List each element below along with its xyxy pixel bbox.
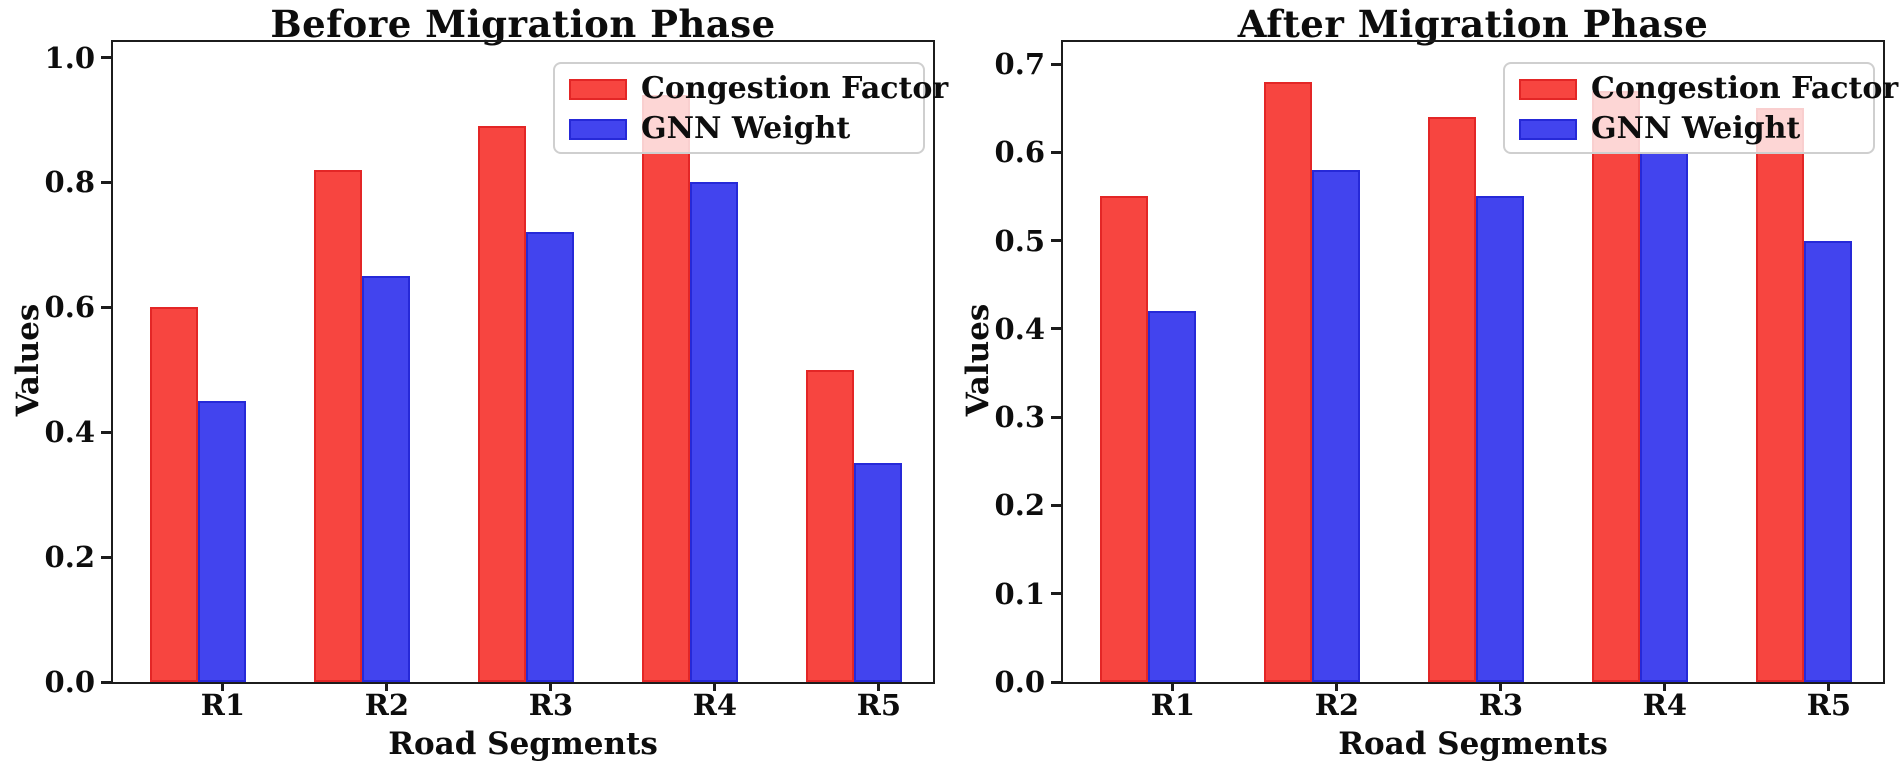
bar-congestion-factor-r4: [641, 95, 690, 682]
y-tick-mark: [101, 56, 111, 60]
y-tick-mark: [101, 430, 111, 434]
y-tick-mark: [1051, 239, 1061, 243]
y-tick-label: 1.0: [44, 40, 95, 75]
bar-congestion-factor-r3: [1427, 117, 1476, 682]
x-tick-mark: [1171, 682, 1175, 691]
y-tick-mark: [1051, 150, 1061, 154]
x-tick-mark: [549, 682, 553, 691]
y-tick-mark: [101, 180, 111, 184]
x-tick-mark: [1827, 682, 1831, 691]
legend-label: Congestion Factor: [641, 71, 949, 106]
bar-congestion-factor-r1: [1099, 196, 1148, 682]
bar-congestion-factor-r5: [805, 370, 854, 682]
y-tick-label: 0.0: [994, 665, 1045, 699]
x-axis-label: Road Segments: [1338, 726, 1608, 762]
y-axis-label: Values: [960, 303, 996, 417]
plot-area: [1061, 40, 1885, 684]
y-tick-mark: [101, 555, 111, 559]
y-tick-mark: [1051, 503, 1061, 507]
bar-gnn-weight-r2: [361, 276, 410, 682]
bar-congestion-factor-r3: [477, 126, 526, 682]
bar-gnn-weight-r2: [1311, 170, 1360, 682]
x-tick-mark: [877, 682, 881, 691]
legend-swatch-gnn-weight: [1519, 119, 1577, 140]
plot-area: [111, 40, 935, 684]
y-tick-label: 0.6: [44, 290, 95, 325]
y-tick-mark: [1051, 680, 1061, 684]
legend-swatch-congestion-factor: [1519, 79, 1577, 100]
legend-label: GNN Weight: [1591, 111, 1801, 146]
y-tick-label: 0.1: [994, 576, 1045, 611]
bar-gnn-weight-r3: [1475, 196, 1524, 682]
x-tick-mark: [1663, 682, 1667, 691]
y-tick-mark: [1051, 327, 1061, 331]
chart-title: After Migration Phase: [1237, 2, 1709, 46]
legend-label: Congestion Factor: [1591, 71, 1899, 106]
bar-gnn-weight-r1: [1147, 311, 1196, 682]
bar-gnn-weight-r4: [1639, 152, 1688, 682]
x-axis-label: Road Segments: [388, 726, 658, 762]
bar-gnn-weight-r5: [1803, 241, 1852, 682]
bar-gnn-weight-r3: [525, 232, 574, 682]
y-tick-mark: [101, 305, 111, 309]
bar-congestion-factor-r5: [1755, 108, 1804, 682]
x-tick-label: R4: [692, 688, 738, 722]
x-tick-label: R5: [856, 688, 902, 722]
x-tick-label: R2: [1314, 688, 1360, 722]
y-tick-label: 0.4: [994, 311, 1045, 346]
x-tick-label: R2: [364, 688, 410, 722]
x-tick-label: R4: [1642, 688, 1688, 722]
y-tick-label: 0.2: [44, 540, 95, 575]
bar-congestion-factor-r1: [149, 307, 198, 682]
chart-panel-after: After Migration Phase 0.0 0.1 0.2 0.3 0.4 0.5 0…: [950, 0, 1900, 774]
legend-label: GNN Weight: [641, 111, 851, 146]
bar-congestion-factor-r2: [1263, 82, 1312, 682]
y-tick-mark: [1051, 592, 1061, 596]
bar-gnn-weight-r4: [689, 182, 738, 682]
y-axis-label: Values: [10, 303, 46, 417]
y-tick-label: 0.2: [994, 488, 1045, 523]
y-tick-label: 0.8: [44, 165, 95, 200]
x-tick-mark: [1499, 682, 1503, 691]
legend-swatch-gnn-weight: [569, 119, 627, 140]
x-tick-mark: [1335, 682, 1339, 691]
bar-gnn-weight-r5: [853, 463, 902, 682]
legend-swatch-congestion-factor: [569, 79, 627, 100]
y-tick-label: 0.0: [44, 665, 95, 699]
y-tick-label: 0.7: [994, 47, 1045, 82]
bar-gnn-weight-r1: [197, 401, 246, 682]
x-tick-label: R1: [1150, 688, 1196, 722]
y-tick-label: 0.5: [994, 223, 1045, 258]
chart-panel-before: Before Migration Phase 0.0 0.2 0.4 0.6 0.8 1.0…: [10, 2, 948, 762]
x-tick-mark: [713, 682, 717, 691]
legend: Congestion Factor GNN Weight: [1503, 62, 1898, 154]
y-tick-mark: [1051, 62, 1061, 66]
chart-title: Before Migration Phase: [270, 2, 776, 46]
y-tick-label: 0.6: [994, 135, 1045, 170]
y-tick-label: 0.4: [44, 415, 95, 450]
x-tick-mark: [385, 682, 389, 691]
bar-congestion-factor-r4: [1591, 91, 1640, 682]
y-tick-mark: [1051, 415, 1061, 419]
x-tick-mark: [221, 682, 225, 691]
x-tick-label: R1: [200, 688, 246, 722]
bar-congestion-factor-r2: [313, 170, 362, 682]
y-tick-mark: [101, 680, 111, 684]
legend: Congestion Factor GNN Weight: [553, 62, 948, 154]
x-tick-label: R3: [528, 688, 574, 722]
x-tick-label: R3: [1478, 688, 1524, 722]
y-tick-label: 0.3: [994, 400, 1045, 435]
x-tick-label: R5: [1806, 688, 1852, 722]
